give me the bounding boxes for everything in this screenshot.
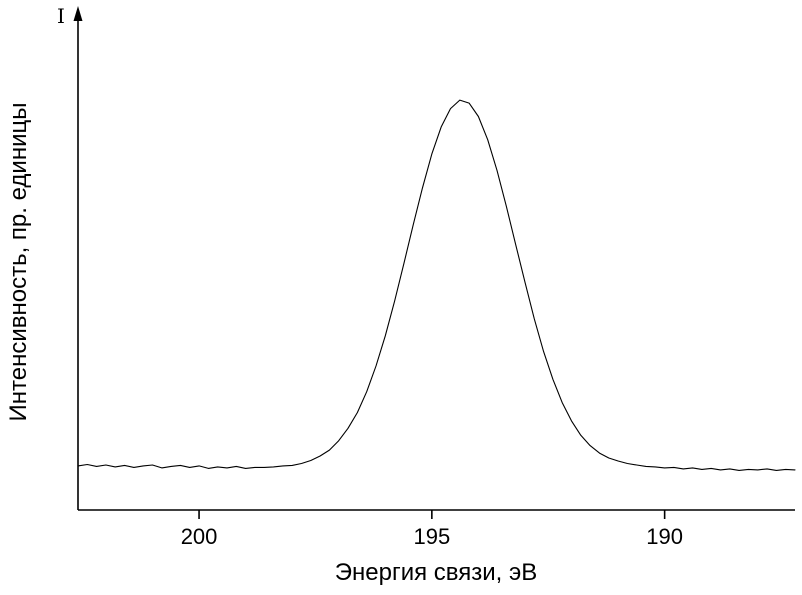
x-axis-ticks: 200 195 190 — [181, 510, 683, 549]
x-axis-tick-label: 190 — [646, 524, 683, 549]
x-axis-tick-label: 195 — [413, 524, 450, 549]
y-axis-title: Интенсивность, пр. единицы — [5, 103, 32, 422]
x-axis-tick-label: 200 — [181, 524, 218, 549]
y-axis-arrowhead-icon — [73, 6, 83, 21]
y-axis-symbol: I — [57, 4, 65, 28]
x-axis-title: Энергия связи, эВ — [335, 559, 538, 586]
spectrum-curve — [77, 99, 796, 471]
